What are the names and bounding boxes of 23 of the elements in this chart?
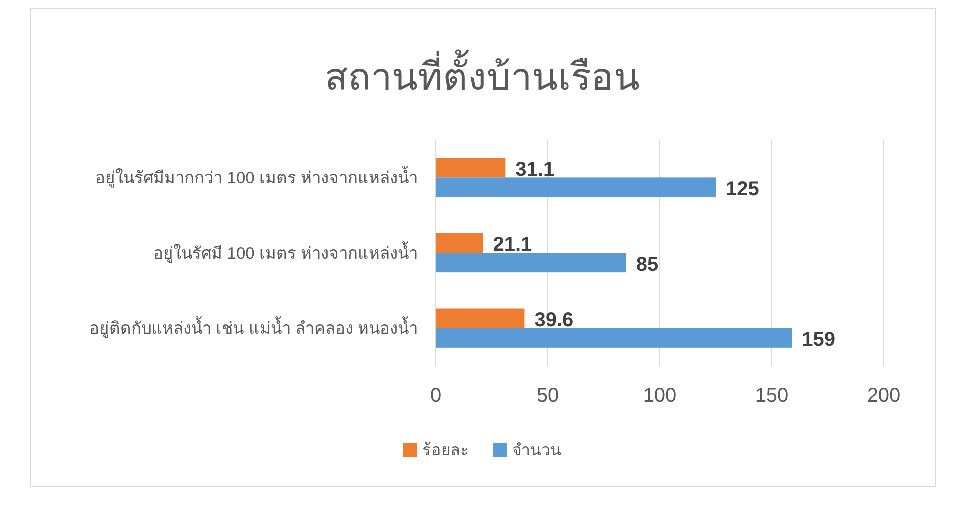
- x-tick-label: 50: [536, 385, 560, 408]
- data-label: 31.1: [516, 158, 555, 181]
- legend-label: จำนวน: [512, 442, 562, 460]
- chart-title: สถานที่ตั้งบ้านเรือน: [325, 49, 640, 99]
- data-label: 125: [726, 178, 760, 200]
- x-tick-label: 100: [643, 385, 677, 408]
- x-tick-label: 150: [755, 385, 789, 408]
- y-tick-label: อยู่ในรัศมี 100 เมตร ห่างจากแหล่งน้ำ: [154, 240, 418, 264]
- legend-label: ร้อยละ: [422, 442, 470, 460]
- bar: [436, 178, 716, 198]
- data-label: 39.6: [534, 310, 574, 332]
- data-label: 159: [802, 329, 836, 352]
- x-tick-label: 200: [867, 385, 901, 408]
- bar: [436, 328, 792, 348]
- bar: [436, 233, 484, 253]
- bar: [436, 253, 626, 273]
- data-label: 85: [636, 254, 659, 276]
- y-tick-label: อยู่ติดกับแหล่งน้ำ เช่น แม่น้ำ ลำคลอง หนองน้ำ: [90, 316, 418, 340]
- bar: [436, 158, 506, 178]
- x-tick-label: 0: [430, 385, 442, 408]
- bar: [436, 308, 525, 328]
- y-tick-label: อยู่ในรัศมีมากกว่า 100 เมตร ห่างจากแหล่งน้ำ: [96, 165, 418, 188]
- data-label: 21.1: [493, 234, 532, 256]
